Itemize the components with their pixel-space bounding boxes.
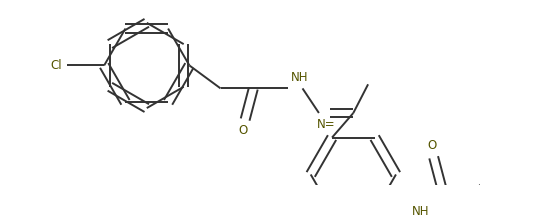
Text: O: O xyxy=(427,139,437,152)
Text: N=: N= xyxy=(317,118,336,131)
Text: NH: NH xyxy=(412,205,430,216)
Text: NH: NH xyxy=(291,71,309,84)
Text: Cl: Cl xyxy=(50,59,62,72)
Text: O: O xyxy=(239,124,248,137)
